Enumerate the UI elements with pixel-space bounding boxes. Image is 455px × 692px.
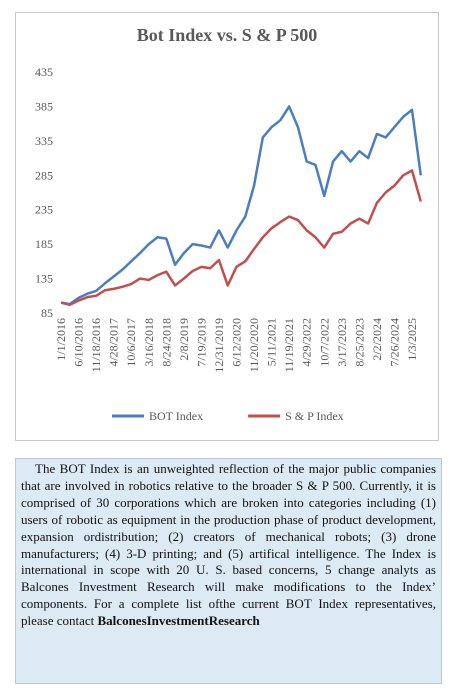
x-tick-label: 2/8/2019 [177, 318, 191, 361]
x-tick-label: 1/3/2025 [405, 318, 419, 361]
chart-title: Bot Index vs. S & P 500 [137, 25, 318, 45]
x-tick-label: 3/17/2023 [335, 318, 349, 367]
x-tick-label: 11/19/2021 [282, 318, 296, 372]
y-tick-label: 85 [41, 306, 53, 320]
x-tick-label: 11/20/2020 [247, 318, 261, 372]
y-tick-label: 435 [35, 65, 53, 79]
chart: Bot Index vs. S & P 500 85 135 185 235 285 33… [15, 12, 439, 441]
description-text: The BOT Index is an unweighted reflectio… [21, 461, 436, 629]
legend-label: BOT Index [149, 409, 203, 423]
x-tick-label: 2/2/2024 [370, 318, 384, 361]
x-tick-label: 1/1/2016 [54, 318, 68, 361]
x-tick-label: 7/26/2024 [387, 318, 401, 367]
x-tick-label: 6/10/2016 [72, 318, 86, 367]
y-tick-label: 335 [35, 134, 53, 148]
x-tick-label: 4/28/2017 [107, 318, 121, 367]
x-tick-label: 4/29/2022 [300, 318, 314, 367]
y-tick-label: 185 [35, 237, 53, 251]
x-tick-label: 11/18/2016 [89, 318, 103, 372]
x-tick-label: 10/7/2022 [317, 318, 331, 367]
y-tick-label: 135 [35, 272, 53, 286]
x-tick-label: 5/11/2021 [265, 318, 279, 366]
x-tick-label: 8/25/2023 [352, 318, 366, 367]
description: The BOT Index is an unweighted reflectio… [15, 458, 442, 684]
x-tick-label: 7/19/2019 [194, 318, 208, 367]
x-tick-label: 3/16/2018 [142, 318, 156, 367]
chart-border [15, 12, 439, 441]
x-tick-label: 12/31/2019 [212, 318, 226, 373]
y-tick-label: 235 [35, 203, 53, 217]
series-line [60, 169, 422, 306]
y-tick-label: 285 [35, 168, 53, 182]
series-line [60, 105, 423, 306]
contact: BalconesInvestmentResearch [97, 613, 260, 629]
legend-label: S & P Index [285, 409, 344, 423]
y-tick-label: 385 [35, 99, 53, 113]
x-tick-label: 6/12/2020 [230, 318, 244, 367]
x-tick-label: 8/24/2018 [159, 318, 173, 367]
x-tick-label: 10/6/2017 [124, 318, 138, 367]
